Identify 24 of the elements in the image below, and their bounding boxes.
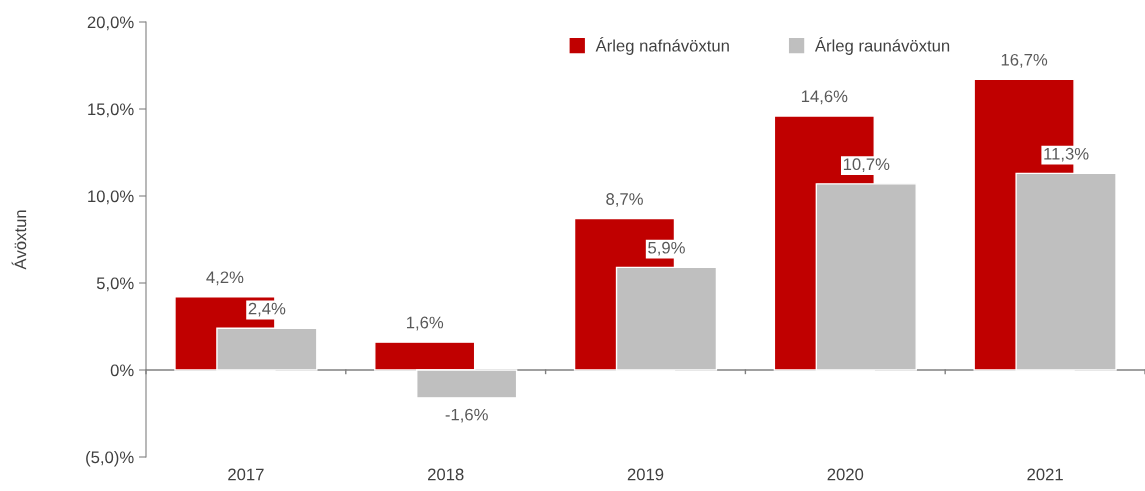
data-label: 1,6% bbox=[407, 316, 444, 331]
y-tick-label: (5,0)% bbox=[86, 450, 134, 467]
legend-label: Árleg nafnávöxtun bbox=[595, 37, 729, 55]
data-label: -1,6% bbox=[445, 408, 488, 423]
x-tick-label: 2017 bbox=[228, 468, 264, 481]
data-label: 16,7% bbox=[1001, 53, 1048, 68]
data-label: 8,7% bbox=[606, 193, 643, 207]
data-label: 11,3% bbox=[1044, 147, 1089, 162]
legend-label: Árleg raunávöxtun bbox=[814, 37, 950, 55]
y-tick-label: 15,0% bbox=[88, 103, 134, 118]
y-tick-label: 5,0% bbox=[96, 277, 134, 292]
y-axis-title: Ávöxtun bbox=[11, 210, 27, 270]
data-label: 14,6% bbox=[801, 90, 848, 105]
y-tick-label: 0% bbox=[110, 364, 134, 377]
y-tick-label: 10,0% bbox=[88, 190, 134, 205]
y-tick-label: 20,0% bbox=[87, 16, 134, 31]
x-tick-label: 2019 bbox=[627, 468, 664, 481]
x-tick-label: 2020 bbox=[827, 468, 864, 481]
data-label: 4,2% bbox=[206, 271, 244, 286]
data-label: 2,4% bbox=[248, 302, 286, 317]
data-label: 5,9% bbox=[648, 241, 685, 256]
x-tick-label: 2021 bbox=[1027, 468, 1063, 481]
data-label: 10,7% bbox=[843, 158, 890, 173]
x-tick-label: 2018 bbox=[428, 468, 464, 481]
